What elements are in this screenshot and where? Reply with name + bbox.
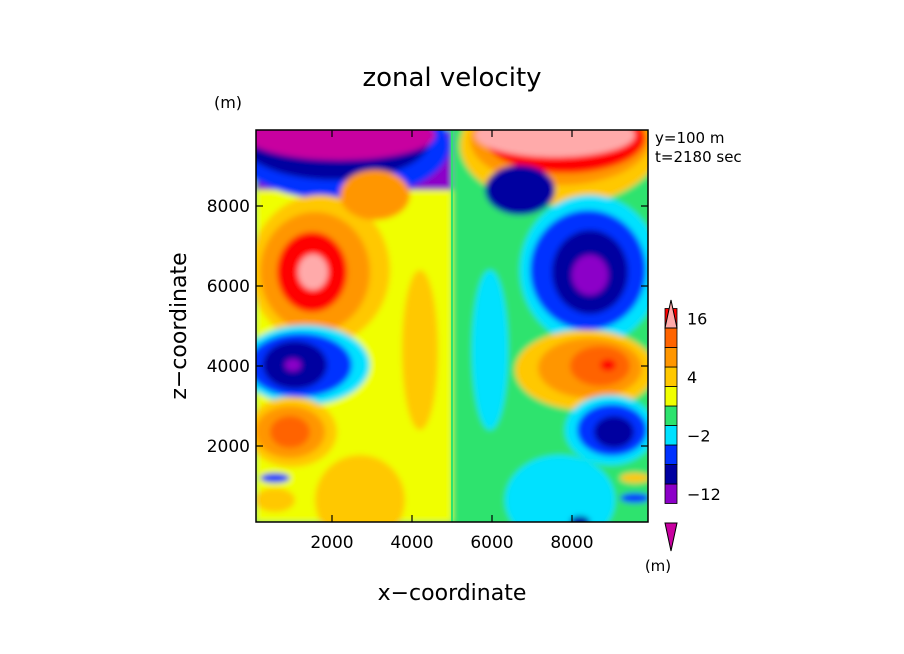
y-axis-unit: (m)	[214, 93, 242, 112]
plot-frame	[255, 129, 649, 523]
colorbar-swatch	[664, 444, 678, 465]
y-tick-label: 4000	[207, 357, 250, 377]
colorbar-swatch	[664, 464, 678, 485]
colorbar: 16 4 −2 −12	[664, 299, 721, 552]
y-axis: 2000 4000 6000 8000	[207, 197, 648, 457]
x-axis: 2000 4000 6000 8000	[310, 130, 594, 553]
colorbar-label: 16	[687, 309, 707, 328]
x-tick-label: 6000	[470, 533, 513, 553]
colorbar-swatch	[664, 483, 678, 504]
colorbar-label: 4	[687, 368, 697, 387]
colorbar-unit: (m)	[645, 557, 671, 575]
y-tick-label: 2000	[207, 437, 250, 457]
y-tick-label: 8000	[207, 197, 250, 217]
colorbar-arrow-high	[664, 299, 678, 329]
x-tick-label: 4000	[390, 533, 433, 553]
y-axis-label: z−coordinate	[167, 252, 192, 399]
y-tick-label: 6000	[207, 277, 250, 297]
chart-title: zonal velocity	[362, 63, 541, 93]
colorbar-swatch	[664, 327, 678, 348]
colorbar-swatch	[664, 386, 678, 407]
colorbar-swatch	[664, 347, 678, 368]
contour-field	[256, 130, 648, 522]
annotation-y-position: y=100 m	[655, 129, 724, 147]
colorbar-swatch	[664, 366, 678, 387]
annotation-time: t=2180 sec	[655, 148, 742, 166]
colorbar-label: −12	[687, 485, 721, 504]
colorbar-label: −2	[687, 426, 711, 445]
colorbar-swatch	[664, 405, 678, 426]
colorbar-swatch	[664, 425, 678, 446]
x-axis-label: x−coordinate	[378, 581, 527, 606]
colorbar-arrow-low	[664, 522, 678, 552]
x-tick-label: 2000	[310, 533, 353, 553]
x-tick-label: 8000	[550, 533, 593, 553]
